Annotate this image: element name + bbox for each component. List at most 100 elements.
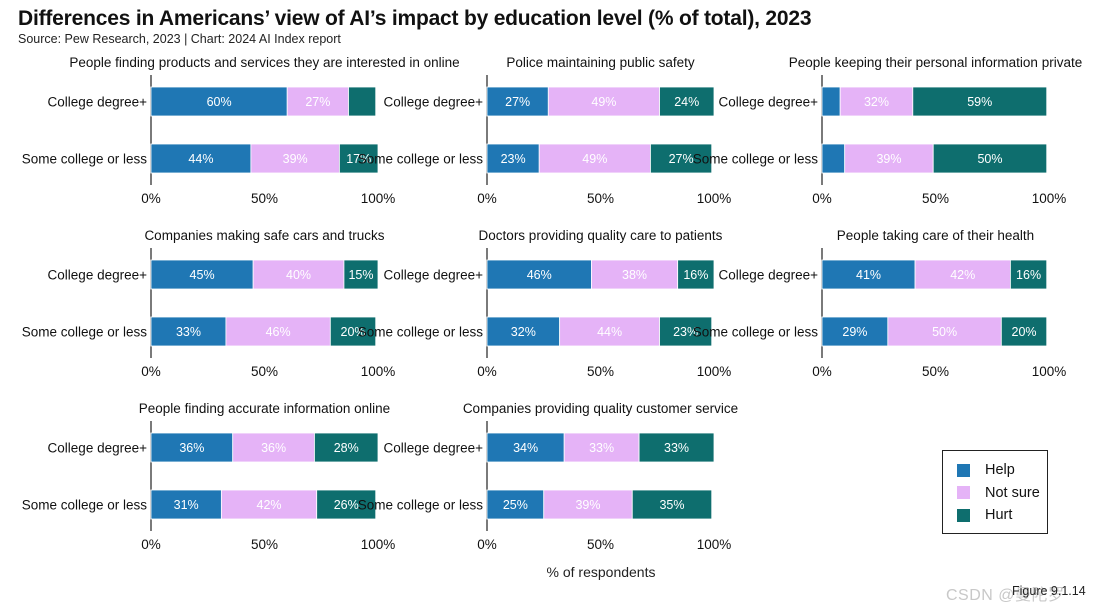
chart-1-bar-hurt [339, 143, 379, 174]
page-title: Differences in Americans’ view of AI’s i… [18, 7, 812, 30]
chart-8-x-tick-label: 100% [697, 537, 732, 552]
chart-3-data-label: 39% [876, 152, 901, 166]
chart-5-title: Doctors providing quality care to patien… [479, 228, 723, 243]
chart-7-category-label: Some college or less [22, 498, 148, 513]
chart-6-data-label: 29% [842, 325, 867, 339]
chart-5-data-label: 44% [597, 325, 622, 339]
chart-7-bar-not-sure [220, 489, 318, 520]
chart-8-data-label: 34% [513, 441, 538, 455]
chart-4-x-tick-label: 50% [251, 364, 278, 379]
chart-8-data-label: 33% [589, 441, 614, 455]
chart-1-category-label: Some college or less [22, 152, 148, 167]
chart-8-bar-hurt [638, 432, 715, 463]
chart-7-bar-hurt [314, 432, 379, 463]
chart-4-data-label: 40% [286, 268, 311, 282]
chart-5-data-label: 38% [622, 268, 647, 282]
chart-2-data-label: 24% [674, 95, 699, 109]
chart-1-data-label: 17% [346, 152, 371, 166]
legend-label-help: Help [985, 462, 1015, 479]
chart-2-data-label: 49% [582, 152, 607, 166]
chart-6-x-tick-label: 50% [922, 364, 949, 379]
chart-6-data-label: 50% [932, 325, 957, 339]
chart-3-category-label: Some college or less [693, 152, 819, 167]
chart-2-x-tick-label: 50% [587, 191, 614, 206]
chart-3-x-tick-label: 0% [812, 191, 832, 206]
chart-5-x-tick-label: 50% [587, 364, 614, 379]
chart-7-bar-hurt [316, 489, 377, 520]
chart-3-bar-not-sure [844, 143, 934, 174]
chart-2-data-label: 49% [591, 95, 616, 109]
page-subtitle: Source: Pew Research, 2023 | Chart: 2024… [18, 32, 341, 46]
chart-3-data-label: 32% [864, 95, 889, 109]
chart-3-x-tick-label: 50% [922, 191, 949, 206]
legend-swatch-not-sure [957, 486, 970, 500]
chart-1-x-tick-label: 0% [141, 191, 161, 206]
chart-2-bar-hurt [659, 86, 715, 117]
chart-2-bar-help [486, 143, 540, 174]
chart-5-data-label: 23% [673, 325, 698, 339]
chart-6-category-label: College degree+ [719, 268, 819, 283]
chart-8-x-tick-label: 50% [587, 537, 614, 552]
chart-6-bar-hurt [1010, 259, 1048, 290]
chart-1-data-label: 39% [283, 152, 308, 166]
chart-5-category-label: College degree+ [384, 268, 484, 283]
chart-2-x-tick-label: 0% [477, 191, 497, 206]
chart-6-data-label: 41% [856, 268, 881, 282]
legend-item-help: Help [957, 459, 1047, 482]
chart-7-bar-help [150, 489, 222, 520]
chart-3-data-label: 50% [977, 152, 1002, 166]
chart-7-x-tick-label: 0% [141, 537, 161, 552]
chart-1-category-label: College degree+ [48, 95, 148, 110]
chart-1-bar-not-sure [286, 86, 349, 117]
chart-6-bar-not-sure [887, 316, 1002, 347]
chart-8-data-label: 25% [503, 498, 528, 512]
chart-4-category-label: College degree+ [48, 268, 148, 283]
chart-4-bar-not-sure [252, 259, 345, 290]
chart-6-data-label: 42% [950, 268, 975, 282]
chart-4-data-label: 15% [348, 268, 373, 282]
chart-3-bar-hurt [932, 143, 1048, 174]
chart-7-bar-help [150, 432, 234, 463]
chart-7-data-label: 28% [334, 441, 359, 455]
chart-5-bar-help [486, 259, 592, 290]
chart-5-data-label: 46% [527, 268, 552, 282]
chart-4-data-label: 33% [176, 325, 201, 339]
chart-1-bar-help [150, 86, 288, 117]
chart-8-data-label: 35% [659, 498, 684, 512]
chart-7-title: People finding accurate information onli… [139, 401, 390, 416]
chart-8-bar-not-sure [543, 489, 633, 520]
chart-4-category-label: Some college or less [22, 325, 148, 340]
chart-1-x-tick-label: 100% [361, 191, 396, 206]
chart-7-data-label: 36% [261, 441, 286, 455]
chart-8-category-label: Some college or less [358, 498, 484, 513]
chart-4-data-label: 20% [341, 325, 366, 339]
chart-8-category-label: College degree+ [384, 441, 484, 456]
chart-4-bar-hurt [329, 316, 377, 347]
chart-6-category-label: Some college or less [693, 325, 819, 340]
chart-4-data-label: 45% [190, 268, 215, 282]
chart-3-bar-help [821, 143, 846, 174]
chart-5-data-label: 16% [683, 268, 708, 282]
chart-2-data-label: 27% [669, 152, 694, 166]
chart-7-category-label: College degree+ [48, 441, 148, 456]
chart-6-bar-help [821, 259, 916, 290]
chart-8-bar-help [486, 432, 565, 463]
chart-2-bar-hurt [650, 143, 713, 174]
chart-6-title: People taking care of their health [837, 228, 1034, 243]
chart-3-bar-hurt [912, 86, 1048, 117]
legend-swatch-hurt [957, 508, 970, 522]
chart-3-bar-not-sure [839, 86, 914, 117]
legend-label-not-sure: Not sure [985, 484, 1040, 501]
chart-2-data-label: 27% [505, 95, 530, 109]
chart-3-x-tick-label: 100% [1032, 191, 1067, 206]
chart-2-data-label: 23% [501, 152, 526, 166]
watermark: CSDN @曼陀罗 [946, 587, 1065, 604]
chart-4-bar-help [150, 316, 227, 347]
chart-6-data-label: 16% [1016, 268, 1041, 282]
chart-7-data-label: 36% [179, 441, 204, 455]
chart-7-data-label: 26% [334, 498, 359, 512]
chart-1-bar-not-sure [250, 143, 340, 174]
legend-item-not-sure: Not sure [957, 482, 1047, 505]
chart-2-title: Police maintaining public safety [506, 55, 695, 70]
